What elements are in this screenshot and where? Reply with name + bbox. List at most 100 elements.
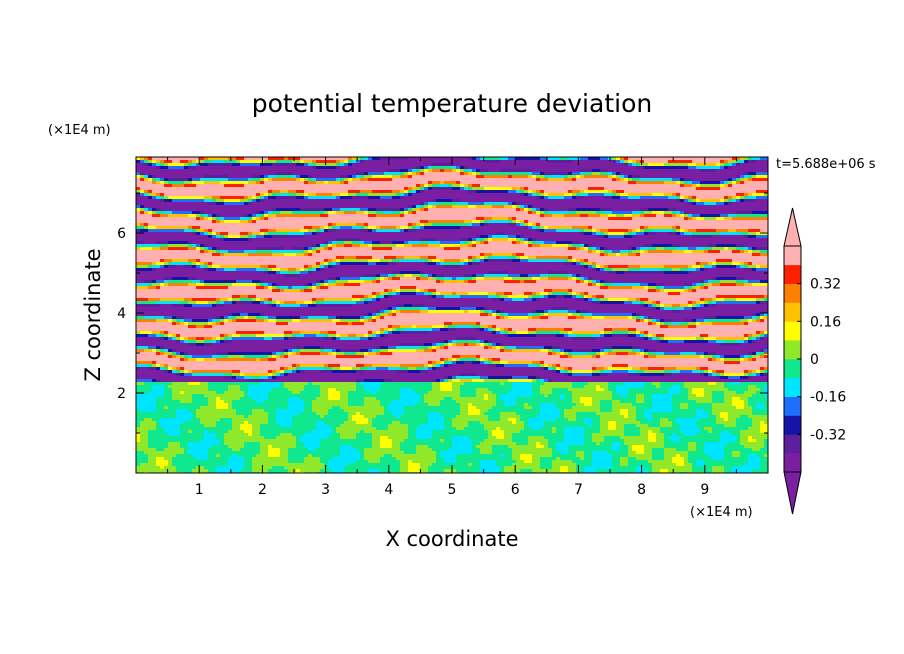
contour-cell — [556, 229, 581, 233]
contour-cell — [696, 286, 701, 290]
contour-cell — [288, 193, 297, 197]
contour-cell — [300, 439, 321, 443]
contour-cell — [512, 382, 533, 386]
contour-cell — [624, 175, 629, 179]
contour-cell — [144, 190, 149, 194]
contour-cell — [744, 322, 749, 326]
contour-cell — [528, 424, 545, 428]
contour-cell — [748, 385, 757, 389]
contour-cell — [716, 262, 733, 266]
contour-cell — [312, 400, 349, 404]
contour-cell — [688, 388, 693, 392]
contour-cell — [432, 364, 437, 368]
contour-cell — [512, 457, 521, 461]
contour-cell — [592, 283, 597, 287]
contour-cell — [580, 247, 585, 251]
contour-cell — [604, 388, 609, 392]
contour-cell — [512, 436, 529, 440]
contour-cell — [180, 337, 185, 341]
contour-cell — [232, 298, 241, 302]
contour-cell — [252, 232, 261, 236]
contour-cell — [372, 229, 377, 233]
contour-cell — [324, 298, 353, 302]
contour-cell — [500, 349, 505, 353]
contour-cell — [336, 229, 361, 233]
contour-cell — [672, 421, 677, 425]
contour-cell — [484, 340, 489, 344]
contour-cell — [484, 160, 501, 164]
contour-cell — [612, 211, 633, 215]
contour-cell — [632, 316, 637, 320]
contour-cell — [764, 355, 768, 359]
contour-cell — [572, 244, 581, 248]
contour-cell — [360, 430, 365, 434]
contour-cell — [244, 184, 417, 188]
contour-cell — [684, 181, 689, 185]
contour-cell — [256, 286, 265, 290]
contour-cell — [524, 235, 597, 239]
contour-cell — [472, 445, 477, 449]
contour-cell — [456, 277, 465, 281]
contour-cell — [664, 433, 673, 437]
contour-cell — [584, 427, 601, 431]
contour-cell — [168, 385, 209, 389]
contour-cell — [372, 433, 409, 437]
contour-cell — [564, 436, 585, 440]
contour-cell — [652, 301, 657, 305]
contour-cell — [380, 442, 393, 446]
contour-cell — [608, 373, 629, 377]
contour-cell — [360, 244, 369, 248]
contour-cell — [364, 385, 381, 389]
contour-cell — [636, 349, 641, 353]
contour-cell — [612, 400, 621, 404]
contour-cell — [728, 202, 733, 206]
contour-cell — [320, 286, 329, 290]
contour-cell — [744, 373, 749, 377]
contour-cell — [308, 196, 337, 200]
contour-cell — [724, 340, 737, 344]
contour-cell — [480, 451, 493, 455]
contour-cell — [720, 376, 729, 380]
contour-cell — [416, 226, 421, 230]
contour-cell — [324, 181, 329, 185]
contour-cell — [268, 316, 277, 320]
contour-cell — [608, 421, 617, 425]
contour-cell — [136, 313, 229, 317]
contour-cell — [628, 298, 637, 302]
contour-cell — [420, 307, 429, 311]
contour-cell — [712, 298, 717, 302]
contour-cell — [460, 166, 465, 170]
contour-cell — [408, 226, 413, 230]
contour-cell — [568, 208, 577, 212]
contour-cell — [412, 226, 417, 230]
contour-cell — [688, 460, 697, 464]
contour-cell — [272, 178, 297, 182]
contour-cell — [628, 391, 669, 395]
contour-cell — [260, 163, 273, 167]
contour-cell — [676, 196, 681, 200]
contour-cell — [704, 355, 713, 359]
contour-cell — [152, 361, 157, 365]
contour-cell — [608, 247, 629, 251]
contour-cell — [312, 403, 349, 407]
contour-cell — [332, 367, 341, 371]
contour-cell — [616, 157, 621, 161]
contour-cell — [136, 178, 141, 182]
contour-cell — [552, 364, 557, 368]
contour-cell — [628, 373, 641, 377]
contour-cell — [596, 352, 601, 356]
contour-cell — [372, 418, 429, 422]
contour-cell — [152, 247, 161, 251]
contour-cell — [416, 205, 421, 209]
contour-cell — [168, 364, 293, 368]
contour-cell — [404, 241, 409, 245]
contour-cell — [620, 193, 629, 197]
contour-cell — [440, 358, 445, 362]
contour-cell — [504, 433, 513, 437]
contour-cell — [244, 457, 253, 461]
contour-cell — [608, 427, 617, 431]
contour-cell — [216, 340, 221, 344]
contour-cell — [200, 217, 205, 221]
contour-cell — [156, 301, 181, 305]
contour-cell — [616, 172, 621, 176]
